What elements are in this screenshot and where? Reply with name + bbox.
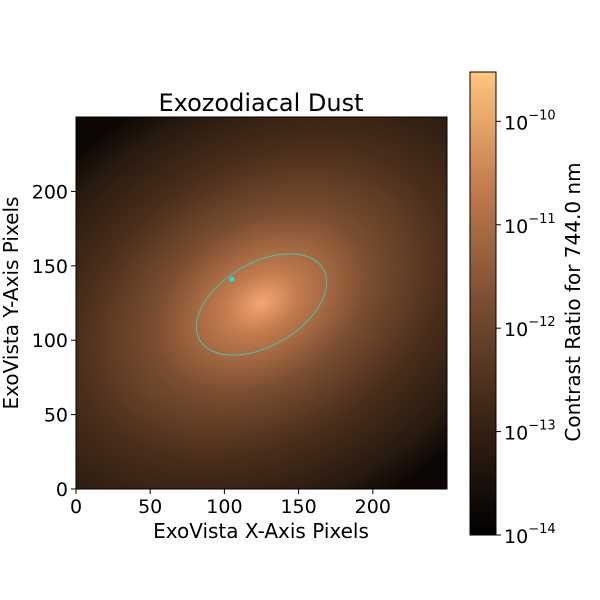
colorbar-tick-label: 10−10 xyxy=(504,108,556,134)
planet-orbit-ellipse xyxy=(195,253,328,356)
y-tick-label: 150 xyxy=(32,256,68,278)
planet-marker xyxy=(229,276,235,282)
colorbar-label: Contrast Ratio for 744.0 nm xyxy=(561,162,585,441)
colorbar-ticks: 10−10 10−11 10−12 10−13 10−14 xyxy=(496,108,556,548)
y-tick-label: 100 xyxy=(32,330,68,352)
plot-frame xyxy=(75,116,448,490)
x-tick-label: 200 xyxy=(355,496,391,518)
colorbar-tick-label: 10−11 xyxy=(504,212,556,238)
x-tick-label: 0 xyxy=(70,496,82,518)
y-axis-label: ExoVista Y-Axis Pixels xyxy=(0,197,23,410)
colorbar-tick-label: 10−13 xyxy=(504,419,556,445)
colorbar xyxy=(469,71,497,536)
x-tick-label: 150 xyxy=(280,496,316,518)
y-tick-label: 200 xyxy=(32,181,68,203)
x-axis-label: ExoVista X-Axis Pixels xyxy=(153,519,369,543)
x-axis-ticks: 0 50 100 150 200 xyxy=(70,489,391,518)
y-tick-label: 50 xyxy=(44,405,68,427)
y-tick-label: 0 xyxy=(56,479,68,501)
chart-title: Exozodiacal Dust xyxy=(158,89,363,117)
plot-area xyxy=(76,117,447,489)
colorbar-tick-label: 10−14 xyxy=(504,522,556,548)
x-tick-label: 50 xyxy=(138,496,162,518)
dust-heatmap-image xyxy=(76,117,447,489)
x-tick-label: 100 xyxy=(206,496,242,518)
y-axis-ticks: 0 50 100 150 200 xyxy=(32,181,76,501)
colorbar-tick-label: 10−12 xyxy=(504,315,556,341)
